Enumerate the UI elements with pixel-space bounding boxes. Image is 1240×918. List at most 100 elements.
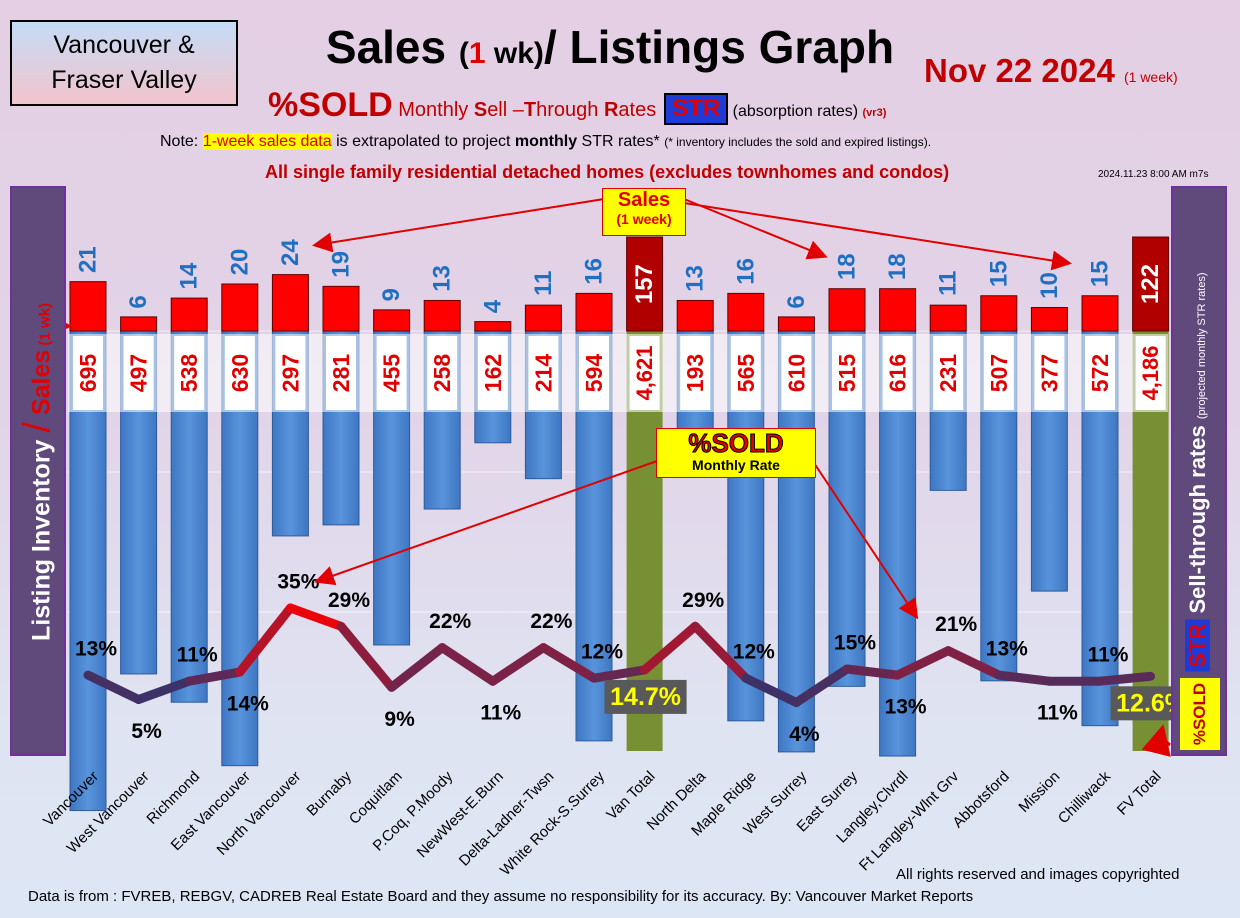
sold-rate-segment-20 [1095, 671, 1156, 686]
sold-rate-label-16: 13% [885, 696, 927, 719]
inventory-label-bg-19 [1034, 336, 1065, 410]
inventory-label-bg-17 [933, 336, 964, 410]
inventory-labels: 695 497 538 630 297 281 455 258 162 214 594 4,621 19… [75, 345, 1163, 400]
sales-label-21: 122 [1137, 264, 1164, 304]
sales-bar-6 [373, 309, 411, 332]
title-period: (1 wk) [459, 37, 544, 70]
sub-s: S [473, 99, 488, 121]
inventory-label-bg-16 [882, 336, 913, 410]
subtitle: %SOLD Monthly Sell –Through Rates STR (ab… [268, 86, 886, 125]
inventory-label-15: 515 [834, 354, 860, 393]
right-label-small: (projected monthly STR rates) [1196, 272, 1208, 420]
sold-rate-segment-1 [134, 676, 194, 704]
sales-bar-11 [626, 236, 664, 332]
sales-bar-12 [676, 299, 714, 332]
sales-bar-9 [524, 304, 562, 332]
inventory-label-bg-1 [123, 336, 154, 410]
sales-label-8: 4 [479, 299, 506, 313]
sales-label-15: 18 [834, 253, 861, 280]
report-date: Nov 22 2024 (1 week) [924, 52, 1178, 90]
left-label-sales: Sales [27, 349, 56, 423]
inventory-label-18: 507 [986, 354, 1012, 392]
sold-rate-label-3: 14% [227, 693, 269, 716]
inventory-label-10: 594 [581, 354, 607, 393]
x-label-8: NewWest-E.Burn [414, 768, 507, 861]
total-rate-box-11 [604, 679, 687, 714]
inventory-label-bg-21 [1135, 336, 1166, 410]
sold-rate-label-6: 9% [384, 708, 415, 731]
sold-rate-segment-10 [589, 665, 650, 683]
inventory-label-14: 610 [783, 354, 809, 392]
inventory-label-0: 695 [75, 354, 101, 393]
inventory-label-bg-14 [781, 336, 812, 410]
sub-t: T [523, 99, 537, 121]
sold-rate-segment-0 [83, 670, 144, 704]
inventory-label-bg-5 [326, 336, 356, 410]
inventory-label-17: 231 [935, 354, 961, 393]
inventory-label-bg-9 [528, 336, 559, 410]
sales-labels: 21 6 14 20 24 19 9 13 4 11 16 157 13 16 6 18 18 11 15 10 15 1… [75, 239, 1165, 314]
sold-rate-label-15: 15% [834, 632, 876, 655]
sales-bar-20 [1081, 295, 1119, 332]
inventory-label-20: 572 [1087, 354, 1113, 392]
x-label-9: Delta-Ladner-Twsn [456, 768, 558, 870]
title-num: 1 [468, 37, 486, 70]
sales-bar-1 [120, 316, 158, 332]
x-label-19: Mission [1015, 768, 1063, 816]
sold-rate-label-11: 14.7% [610, 683, 681, 711]
inventory-label-4: 297 [277, 354, 303, 392]
sales-bar-2 [170, 297, 208, 332]
sold-rate-label-7: 22% [429, 610, 471, 633]
note-bold: monthly [514, 133, 578, 150]
sold-rate-label-1: 5% [131, 720, 162, 743]
inventory-label-3: 630 [227, 354, 253, 392]
sold-rate-segment-12 [690, 621, 751, 683]
sales-label-3: 20 [226, 249, 253, 276]
sold-rate-label-2: 11% [177, 644, 218, 667]
inventory-label-2: 538 [176, 354, 202, 393]
copyright-note: All rights reserved and images copyright… [896, 866, 1180, 883]
inventory-label-bg-15 [832, 336, 862, 410]
inventory-label-bands [68, 334, 1168, 412]
sales-bars [69, 236, 1170, 332]
sold-rate-segment-14 [791, 664, 852, 708]
absorption-text: (absorption rates) [732, 103, 859, 120]
sales-callout-line2: (1 week) [616, 211, 672, 227]
right-label-text: Sell-through rates [1185, 419, 1210, 620]
inventory-label-bg-0 [73, 336, 103, 410]
sold-rate-segment-18 [994, 670, 1054, 686]
subtitle-rates: Monthly Sell –Through Rates [393, 99, 657, 121]
sold-callout-line2: Monthly Rate [692, 457, 780, 473]
sales-bar-3 [221, 283, 259, 332]
sales-bar-4 [271, 274, 309, 332]
sold-rate-label-14: 4% [789, 723, 820, 746]
sales-label-12: 13 [682, 265, 709, 292]
title-main1: Sales [325, 21, 459, 73]
inventory-label-19: 377 [1036, 354, 1062, 392]
sales-label-13: 16 [732, 258, 759, 285]
sales-label-10: 16 [581, 258, 608, 285]
sold-rate-label-12: 29% [682, 589, 724, 612]
sales-label-19: 10 [1036, 272, 1063, 299]
left-axis-panel [10, 186, 66, 756]
sold-rate-label-0: 13% [75, 638, 117, 661]
pctsold-tag: %SOLD [1180, 678, 1220, 750]
sales-label-17: 11 [935, 270, 962, 295]
scope-note: All single family residential detached h… [265, 162, 950, 182]
sales-bar-5 [322, 285, 360, 332]
sold-rate-segment-9 [538, 643, 599, 683]
sold-rate-segment-15 [842, 664, 903, 680]
left-label-slash: / [16, 422, 59, 433]
sold-rate-labels: 13% 5% 11% 14% 35% 29% 9% 22% 11% 22% 12% 14.7% 29% 1… [75, 571, 1193, 746]
annotation-arrows [52, 198, 1171, 757]
sold-rate-label-8: 11% [480, 702, 521, 725]
sold-rate-label-20: 11% [1088, 644, 1129, 667]
sold-rate-segment-11 [640, 621, 700, 675]
title-wk: wk) [485, 37, 544, 70]
sales-label-9: 11 [530, 270, 557, 295]
x-label-5: Burnaby [303, 768, 355, 820]
sold-rate-label-9: 22% [530, 610, 572, 633]
sub-ates: ates [618, 99, 657, 121]
